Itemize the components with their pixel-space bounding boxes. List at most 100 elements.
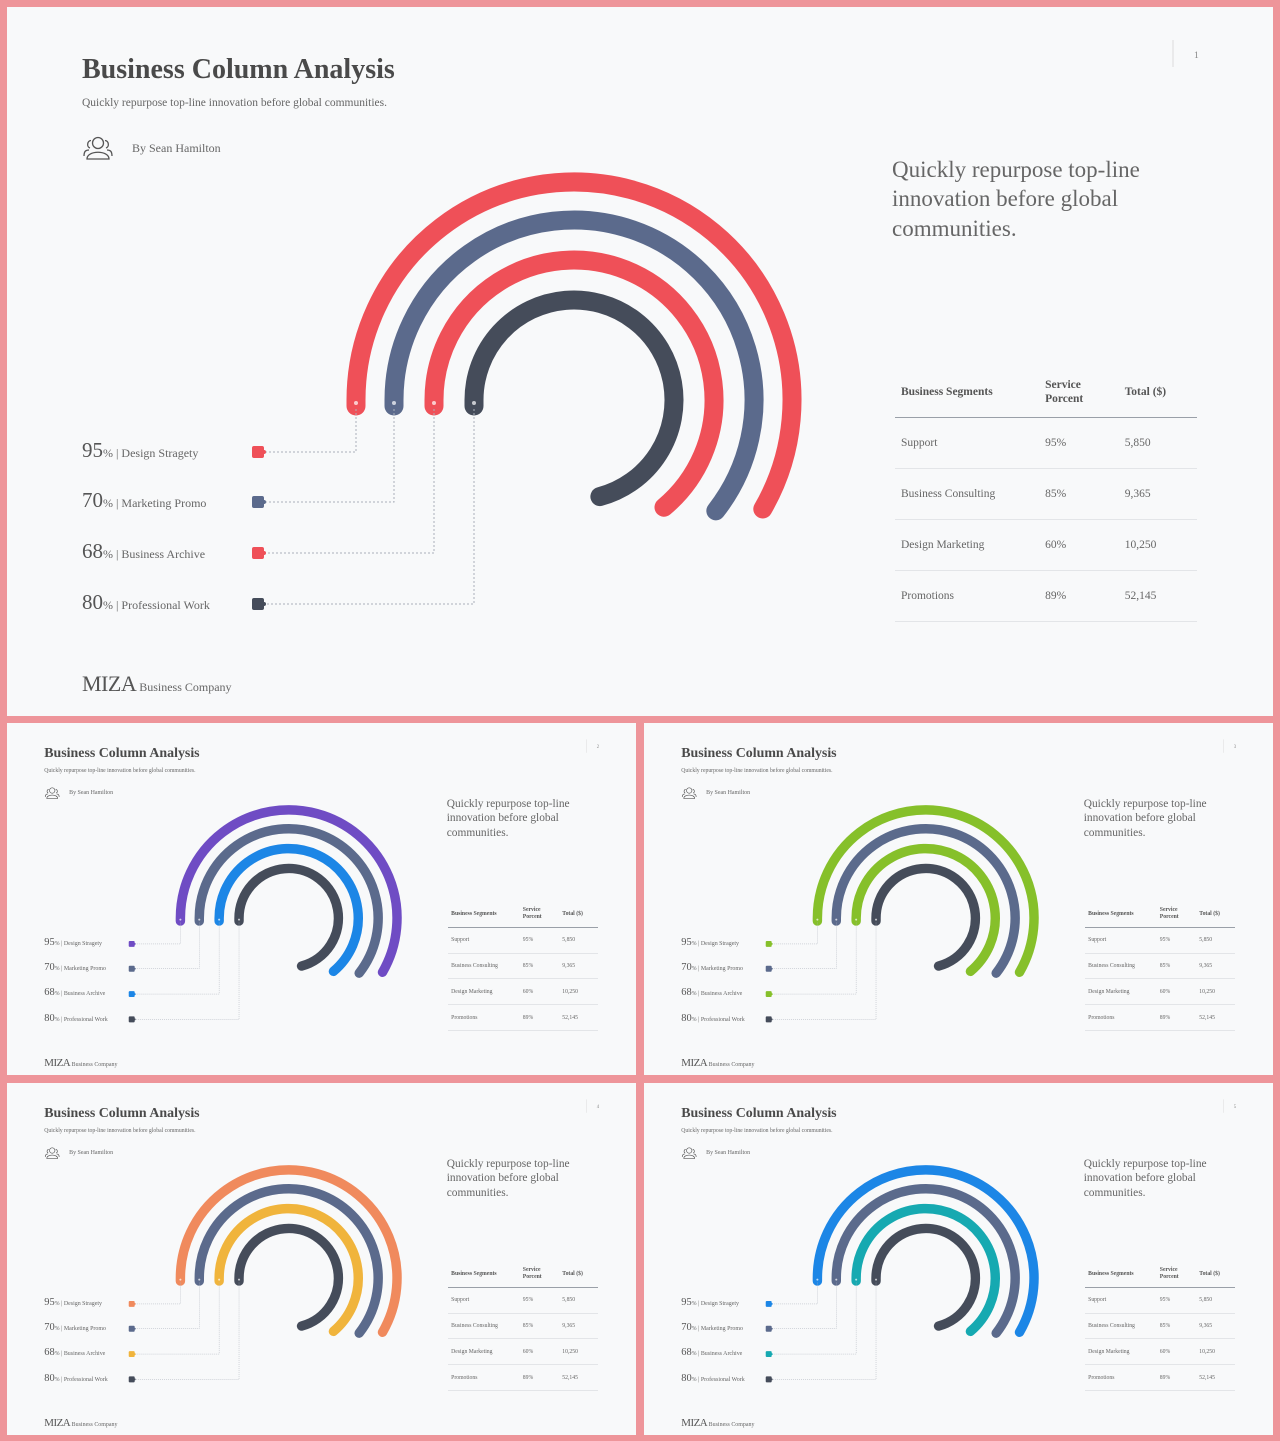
slide-5[interactable]: Business Column Analysis Quickly repurpos…	[644, 1083, 1273, 1435]
chart-value: 95	[44, 937, 55, 949]
slide-2[interactable]: Business Column Analysis Quickly repurpos…	[7, 723, 636, 1075]
chart-value-label: 95% | Design Stragety	[44, 937, 102, 948]
arc-anchor-dot	[875, 1278, 878, 1281]
table-cell: 9,365	[1196, 953, 1236, 980]
table-row: Design Marketing 60% 10,250	[448, 978, 599, 1006]
table-header-cell: Service Porcent	[1156, 901, 1197, 928]
table-cell: 85%	[519, 953, 560, 980]
label-separator: |	[113, 598, 122, 612]
table-cell: 10,250	[1196, 1338, 1236, 1366]
label-separator: |	[59, 965, 64, 972]
table-cell: 52,145	[559, 1004, 599, 1031]
arc-bar-3	[214, 1203, 363, 1337]
legend-dot	[133, 1378, 136, 1381]
chart-value: 95	[82, 438, 103, 462]
chart-unit: %	[54, 1325, 60, 1332]
legend-square	[128, 991, 135, 998]
legend-square	[128, 1300, 135, 1307]
chart-value: 68	[82, 539, 103, 563]
chart-value: 80	[681, 1372, 692, 1384]
table-cell: 95%	[1156, 927, 1197, 954]
chart-value-label: 68% | Business Archive	[82, 539, 205, 564]
table-cell: 85%	[1156, 953, 1197, 980]
legend-square	[765, 940, 772, 947]
chart-series-label: Business Archive	[700, 1351, 743, 1358]
brand-tagline: Business Company	[71, 1061, 118, 1068]
team-icon	[44, 1147, 60, 1159]
chart-series-label: Business Archive	[63, 1351, 106, 1358]
legend-square	[128, 1376, 135, 1383]
table-row: Design Marketing 60% 10,250	[1085, 1338, 1236, 1366]
brand-name: MIZA	[681, 1056, 708, 1069]
table-cell: Support	[448, 927, 520, 954]
chart-series-label: Business Archive	[700, 991, 743, 998]
legend-dot	[262, 551, 266, 555]
radial-bar-chart	[44, 739, 587, 1023]
label-separator: |	[696, 1376, 701, 1383]
label-separator: |	[59, 1351, 64, 1358]
chart-series-label: Business Archive	[121, 547, 206, 561]
slide-1[interactable]: Business Column Analysis Quickly repurpos…	[7, 7, 1273, 716]
brand-tagline: Business Company	[708, 1061, 755, 1068]
chart-series-label: Design Stragety	[700, 1301, 740, 1308]
chart-unit: %	[54, 1301, 60, 1308]
chart-value-label: 95% | Design Stragety	[44, 1297, 102, 1308]
legend-dot	[133, 1353, 136, 1356]
table-cell: 85%	[519, 1313, 560, 1340]
chart-unit: %	[691, 1376, 697, 1383]
slide-3[interactable]: Business Column Analysis Quickly repurpos…	[644, 723, 1273, 1075]
chart-unit: %	[691, 1016, 697, 1023]
arc-anchor-dot	[855, 1278, 858, 1281]
table-cell: 95%	[519, 927, 560, 954]
leader-line	[134, 1282, 220, 1355]
author-name: By Sean Hamilton	[69, 1149, 114, 1156]
legend-square	[252, 547, 264, 559]
chart-unit: %	[54, 1351, 60, 1358]
arc-anchor-dot	[179, 1278, 182, 1281]
leader-line	[771, 1282, 857, 1355]
brand-name: MIZA	[681, 1416, 708, 1429]
lead-paragraph: Quickly repurpose top-line innovation be…	[1083, 1157, 1207, 1199]
legend-square	[765, 1325, 772, 1332]
table-header-cell: Service Porcent	[1039, 367, 1119, 418]
slide-4[interactable]: Business Column Analysis Quickly repurpos…	[7, 1083, 636, 1435]
brand-mark: MIZA Business Company	[44, 1053, 117, 1071]
author-name: By Sean Hamilton	[69, 789, 114, 796]
label-separator: |	[696, 1301, 701, 1308]
chart-series-label: Design Stragety	[121, 446, 199, 460]
legend-square	[765, 1376, 772, 1383]
legend-square	[765, 965, 772, 972]
table-cell: 9,365	[1196, 1313, 1236, 1340]
table-row: Promotions 89% 52,145	[895, 570, 1197, 622]
chart-unit: %	[691, 941, 697, 948]
lead-paragraph: Quickly repurpose top-line innovation be…	[1083, 797, 1207, 839]
legend-dot	[770, 967, 773, 970]
table-row: Support 95% 5,850	[448, 1287, 599, 1314]
arc-bar-1	[175, 805, 402, 977]
arc-anchor-dot	[218, 918, 221, 921]
chart-series-label: Marketing Promo	[700, 965, 743, 972]
label-separator: |	[696, 941, 701, 948]
brand-mark: MIZA Business Company	[681, 1053, 754, 1071]
arc-anchor-dot	[816, 1278, 819, 1281]
segments-table: Business Segments Service Porcent Total ($…	[1085, 1261, 1236, 1391]
table-cell: Promotions	[1085, 1004, 1157, 1031]
slide-title: Business Column Analysis	[681, 746, 837, 762]
table-row: Business Consulting 85% 9,365	[448, 953, 599, 980]
legend-square	[252, 598, 264, 610]
chart-value-label: 68% | Business Archive	[44, 987, 105, 998]
table-cell: 10,250	[559, 1338, 599, 1366]
chart-value: 70	[44, 1321, 55, 1333]
chart-value: 95	[681, 1297, 692, 1309]
leader-line	[771, 922, 877, 1020]
table-cell: 60%	[519, 978, 560, 1006]
table-cell: 60%	[1039, 519, 1119, 571]
legend-dot	[770, 1018, 773, 1021]
table-header-cell: Business Segments	[448, 1261, 520, 1288]
arc-anchor-dot	[835, 1278, 838, 1281]
legend-dot	[262, 450, 266, 454]
chart-series-label: Professional Work	[63, 1016, 108, 1023]
segments-table: Business Segments Service Porcent Total ($…	[448, 1261, 599, 1391]
arc-anchor-dot	[238, 918, 241, 921]
legend-dot	[770, 1353, 773, 1356]
